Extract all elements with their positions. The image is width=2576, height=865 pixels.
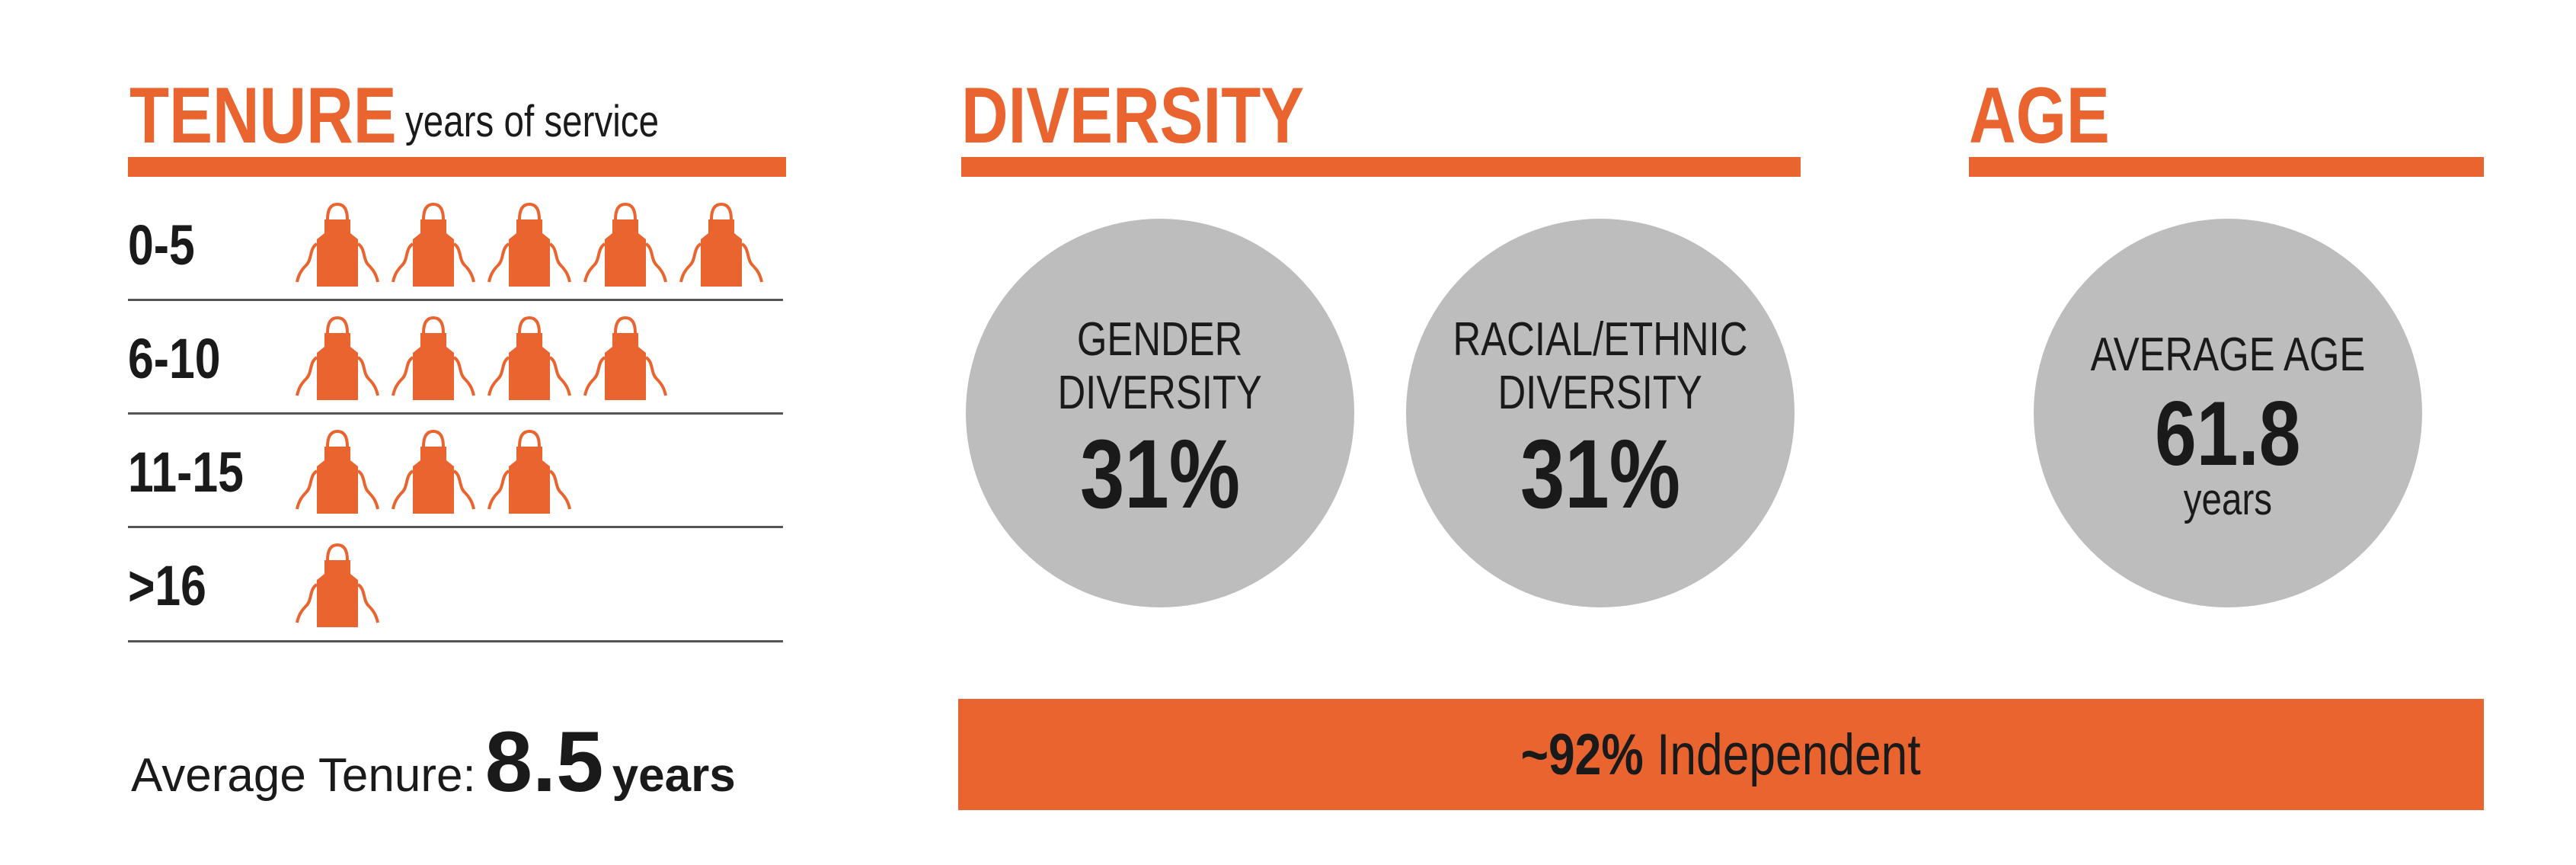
apron-group bbox=[289, 540, 385, 632]
row-divider bbox=[128, 640, 783, 642]
tenure-title-text: TENURE bbox=[129, 72, 397, 160]
apron-icon bbox=[289, 200, 385, 291]
racial-diversity-label: RACIAL/ETHNIC bbox=[1453, 313, 1748, 366]
gender-diversity-label: DIVERSITY bbox=[1057, 367, 1263, 419]
tenure-row: 6-10 bbox=[128, 303, 783, 415]
row-divider bbox=[128, 412, 783, 415]
racial-diversity-circle: RACIAL/ETHNIC DIVERSITY 31% bbox=[1406, 219, 1795, 607]
tenure-row: 0-5 bbox=[128, 189, 783, 302]
tenure-row-label: 6-10 bbox=[128, 327, 221, 390]
tenure-rule bbox=[128, 157, 786, 177]
independent-bar: ~92% Independent bbox=[958, 699, 2484, 810]
row-divider bbox=[128, 299, 783, 301]
tenure-row: 11-15 bbox=[128, 416, 783, 529]
diversity-title-text: DIVERSITY bbox=[961, 72, 1305, 160]
average-tenure: Average Tenure: 8.5 years bbox=[131, 713, 736, 809]
diversity-title: DIVERSITY bbox=[961, 76, 1379, 155]
apron-group bbox=[289, 200, 769, 291]
row-divider bbox=[128, 526, 783, 528]
average-age-unit: years bbox=[2183, 475, 2273, 524]
apron-icon bbox=[385, 313, 481, 405]
apron-icon bbox=[577, 313, 673, 405]
apron-icon bbox=[385, 200, 481, 291]
gender-diversity-circle: GENDER DIVERSITY 31% bbox=[966, 219, 1354, 607]
tenure-row-label: >16 bbox=[128, 554, 206, 617]
apron-icon bbox=[673, 200, 769, 291]
tenure-row: >16 bbox=[128, 530, 783, 642]
average-tenure-label: Average Tenure: bbox=[131, 749, 476, 802]
apron-icon bbox=[289, 427, 385, 518]
racial-diversity-label: DIVERSITY bbox=[1497, 367, 1703, 419]
tenure-row-label: 11-15 bbox=[128, 441, 244, 504]
apron-icon bbox=[481, 313, 577, 405]
average-tenure-unit: years bbox=[612, 749, 736, 802]
age-title-text: AGE bbox=[1969, 72, 2110, 160]
independent-text: ~92% Independent bbox=[1521, 722, 1921, 788]
tenure-subtitle-text: years of service bbox=[405, 97, 660, 146]
age-title: AGE bbox=[1969, 76, 2140, 155]
apron-icon bbox=[289, 540, 385, 632]
tenure-title: TENURE bbox=[129, 76, 455, 155]
racial-diversity-value: 31% bbox=[1520, 420, 1681, 529]
tenure-subtitle: years of service bbox=[405, 100, 714, 144]
average-age-value: 61.8 bbox=[2155, 383, 2301, 485]
gender-diversity-label: GENDER bbox=[1077, 313, 1243, 366]
apron-icon bbox=[385, 427, 481, 518]
apron-group bbox=[289, 313, 673, 405]
average-tenure-value: 8.5 bbox=[484, 714, 604, 809]
age-rule bbox=[1969, 157, 2484, 177]
average-age-label: AVERAGE AGE bbox=[2090, 328, 2366, 381]
apron-icon bbox=[481, 200, 577, 291]
average-age-circle: AVERAGE AGE 61.8 years bbox=[2034, 219, 2422, 607]
apron-icon bbox=[481, 427, 577, 518]
tenure-row-label: 0-5 bbox=[128, 213, 195, 277]
diversity-rule bbox=[961, 157, 1801, 177]
apron-icon bbox=[577, 200, 673, 291]
apron-icon bbox=[289, 313, 385, 405]
independent-value: ~92% bbox=[1520, 722, 1644, 787]
apron-group bbox=[289, 427, 577, 518]
independent-label: Independent bbox=[1657, 722, 1922, 787]
gender-diversity-value: 31% bbox=[1079, 420, 1241, 529]
